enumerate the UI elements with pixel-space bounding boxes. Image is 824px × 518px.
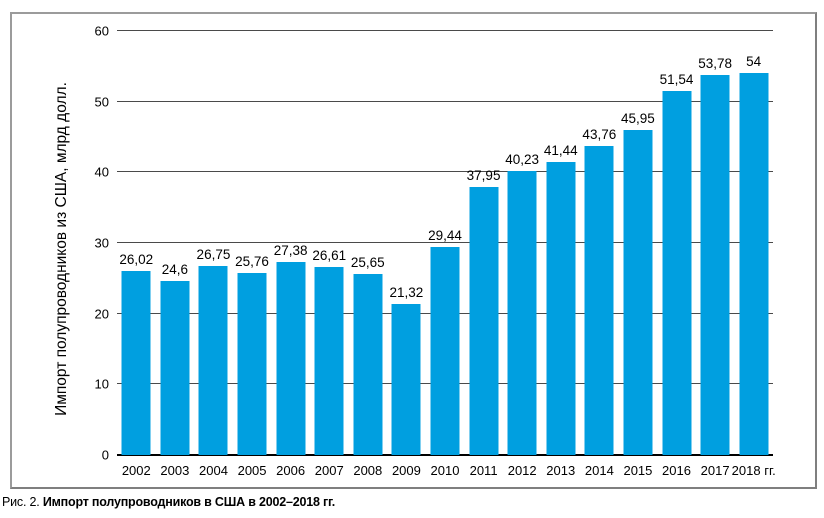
bar-value-label: 40,23 — [505, 151, 540, 167]
bar-2003 — [160, 281, 190, 455]
bar-slot: 26,75 — [194, 31, 233, 455]
bar-2014 — [584, 145, 614, 455]
caption-number: Рис. 2. — [2, 495, 40, 509]
bar-value-label: 26,02 — [119, 252, 154, 268]
x-tick-label: 2009 — [391, 463, 421, 478]
caption-title: Импорт полупроводников в США в 2002–2018… — [42, 495, 336, 509]
x-tick-label: 2012 — [507, 463, 537, 478]
y-tick-label-40: 40 — [94, 164, 109, 180]
bar-2006 — [276, 261, 306, 455]
figure-caption: Рис. 2. Импорт полупроводников в США в 2… — [2, 495, 335, 509]
bar-2015 — [623, 130, 653, 455]
bar-value-label: 26,75 — [196, 246, 231, 262]
y-tick-label-0: 0 — [101, 447, 109, 463]
x-tick-label: 2004 — [199, 463, 228, 478]
bar-value-label: 37,95 — [466, 167, 501, 183]
bar-value-label: 25,65 — [350, 254, 385, 270]
x-tick-label: 2006 — [276, 463, 306, 478]
x-tick-label: 2003 — [160, 463, 190, 478]
bar-2013 — [546, 162, 576, 455]
bar-slot: 40,23 — [503, 31, 542, 455]
x-tick-label: 2005 — [237, 463, 267, 478]
gridline-60 — [117, 30, 773, 31]
bar-slot: 51,54 — [657, 31, 696, 455]
bar-slot: 29,44 — [426, 31, 465, 455]
bar-value-label: 26,61 — [312, 247, 347, 263]
x-tick-label: 2017 — [700, 463, 730, 478]
gridline-50 — [117, 100, 773, 102]
bar-value-label: 41,44 — [543, 143, 578, 159]
x-tick-label: 2011 — [469, 463, 498, 478]
bar-slot: 26,02 — [117, 31, 156, 455]
bar-value-label: 27,38 — [273, 242, 308, 258]
bar-2016 — [662, 90, 692, 455]
x-tick-label: 2002 — [121, 463, 151, 478]
bar-2004 — [198, 265, 228, 455]
x-axis-line — [117, 454, 773, 456]
bar-value-label: 24,6 — [161, 262, 188, 278]
bar-slot: 26,61 — [310, 31, 349, 455]
bar-value-label: 53,78 — [698, 55, 732, 71]
bar-value-label: 21,32 — [389, 285, 424, 301]
bar-2018 — [739, 73, 769, 455]
x-tick-label: 2016 — [662, 463, 691, 478]
bar-2010 — [430, 246, 460, 455]
bar-value-label: 45,95 — [621, 111, 655, 127]
y-tick-label-60: 60 — [94, 23, 109, 39]
bar-slot: 45,95 — [619, 31, 658, 455]
x-tick-label: 2015 — [623, 463, 653, 478]
y-tick-label-50: 50 — [94, 94, 109, 110]
chart-frame: Импорт полупроводников из США, млрд долл… — [10, 12, 817, 489]
bar-2005 — [237, 272, 267, 455]
bar-value-label: 51,54 — [659, 71, 694, 87]
x-tick-label: 2007 — [314, 463, 344, 478]
bar-slot: 25,65 — [349, 31, 388, 455]
gridline-40 — [117, 171, 773, 173]
bar-slot: 24,6 — [156, 31, 195, 455]
bar-slot: 27,38 — [271, 31, 310, 455]
bar-slot: 53,78 — [696, 31, 735, 455]
bar-2007 — [314, 266, 344, 455]
bar-2012 — [507, 170, 537, 455]
y-tick-label-30: 30 — [94, 235, 109, 251]
bar-value-label: 29,44 — [428, 227, 462, 243]
x-tick-label: 2013 — [546, 463, 576, 478]
y-tick-label-10: 10 — [94, 376, 109, 392]
bar-2011 — [469, 186, 499, 455]
x-tick-label: 2010 — [430, 463, 460, 478]
bar-value-label: 54 — [746, 54, 762, 70]
bar-value-label: 25,76 — [235, 253, 269, 269]
bar-slot: 41,44 — [541, 31, 580, 455]
bar-2017 — [700, 74, 730, 455]
bar-value-label: 43,76 — [582, 126, 617, 142]
bar-slot: 21,32 — [387, 31, 426, 455]
bar-slot: 37,95 — [464, 31, 503, 455]
y-tick-label-20: 20 — [94, 306, 109, 322]
x-tick-label: 2008 — [353, 463, 383, 478]
bar-slot: 54 — [734, 31, 773, 455]
bar-2009 — [391, 304, 421, 455]
bar-slot: 43,76 — [580, 31, 619, 455]
bar-slot: 25,76 — [233, 31, 272, 455]
x-tick-label: 2018 гг. — [731, 463, 776, 478]
bar-2002 — [121, 271, 151, 455]
bar-2008 — [353, 273, 383, 455]
plot-area: 26,02 2002 24,6 2003 26,75 2004 25,76 2005 27,38… — [117, 30, 776, 478]
gridline-30 — [117, 242, 773, 243]
x-tick-label: 2014 — [584, 463, 614, 478]
